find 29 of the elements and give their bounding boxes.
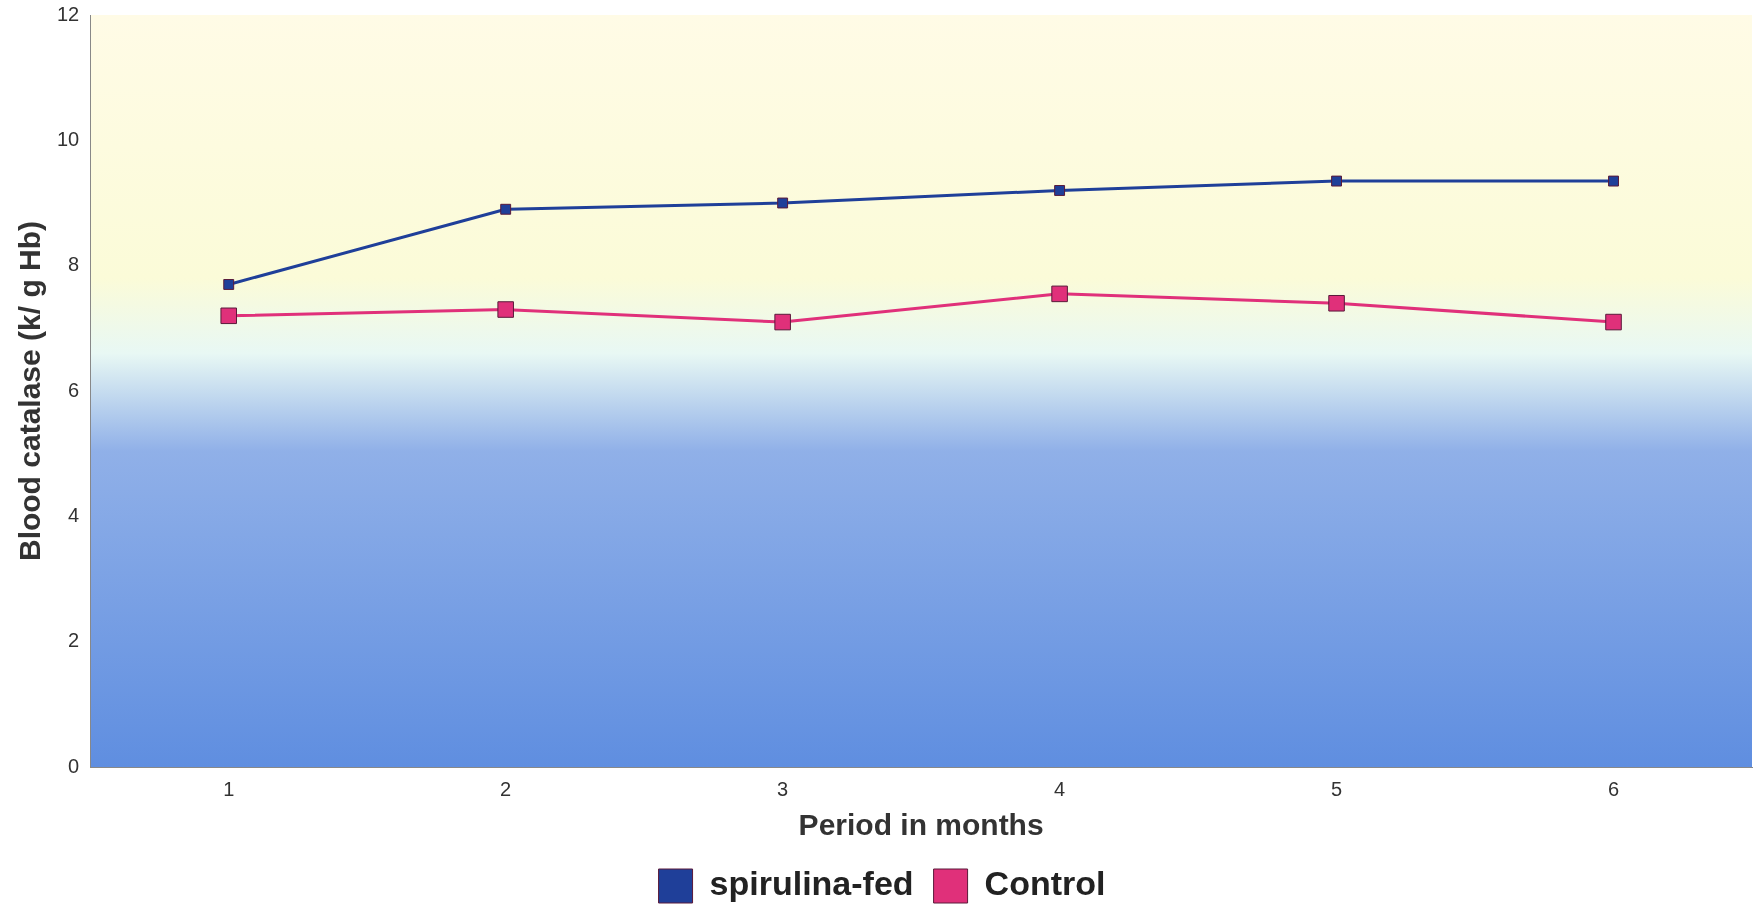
point (1331, 175, 1343, 187)
x-tick-label: 3 (777, 777, 789, 800)
point (777, 197, 789, 209)
legend-label: Control (984, 864, 1106, 903)
x-axis-title: Period in months (798, 808, 1044, 842)
point (1605, 313, 1622, 331)
y-axis-title: Blood catalase (k/ g Hb) (13, 220, 47, 562)
y-tick-label: 8 (68, 253, 80, 276)
point (223, 279, 235, 290)
point (1051, 285, 1068, 303)
point (1328, 294, 1345, 312)
point (497, 301, 514, 318)
x-tick-label: 5 (1331, 777, 1343, 800)
y-tick-label: 2 (68, 629, 80, 652)
legend-label: spirulina-fed (709, 864, 914, 903)
y-tick-label: 6 (68, 378, 80, 401)
point (220, 307, 237, 325)
point (500, 203, 512, 215)
x-tick-label: 1 (223, 777, 235, 800)
y-tick-label: 10 (57, 127, 80, 150)
point (1054, 185, 1066, 196)
x-tick-label: 6 (1607, 777, 1620, 800)
point (1608, 175, 1619, 187)
y-tick-label: 0 (68, 754, 80, 777)
point (774, 313, 791, 331)
x-tick-label: 2 (500, 777, 512, 800)
y-tick-label: 4 (68, 503, 80, 526)
x-tick-label: 4 (1054, 777, 1066, 800)
y-tick-label: 12 (57, 2, 80, 25)
